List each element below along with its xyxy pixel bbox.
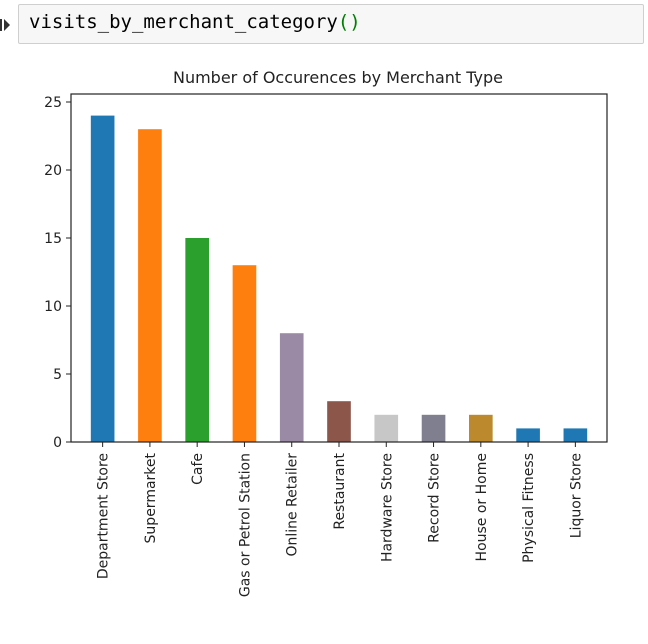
code-parentheses: () — [337, 11, 361, 33]
chart-title: Number of Occurences by Merchant Type — [173, 68, 503, 87]
x-axis: Department Store Supermarket Cafe Gas or Pe… — [96, 442, 584, 597]
x-tick-label: House or Home — [474, 453, 490, 561]
y-tick-label: 15 — [44, 231, 62, 247]
bar-physical-fitness — [516, 428, 540, 442]
bar-department-store — [90, 115, 115, 442]
y-axis: 0 5 10 15 20 25 — [44, 95, 71, 451]
y-tick-label: 0 — [53, 435, 62, 451]
x-tick-label: Record Store — [427, 453, 443, 543]
x-tick-label: Liquor Store — [568, 453, 584, 538]
bar-online-retailer — [279, 333, 304, 442]
y-tick-label: 5 — [53, 367, 62, 383]
bar-cafe — [185, 238, 209, 442]
code-text: visits_by_merchant_category() — [29, 11, 361, 33]
bar-hardware-store — [374, 414, 399, 442]
y-tick-label: 25 — [44, 95, 62, 111]
bar-record-store — [421, 414, 446, 442]
x-tick-label: Restaurant — [332, 453, 348, 530]
bar-liquor-store — [563, 428, 588, 442]
x-tick-label: Gas or Petrol Station — [237, 453, 253, 597]
x-tick-label: Online Retailer — [285, 453, 301, 557]
cell-run-indicator-icon — [0, 19, 10, 31]
bars — [90, 115, 588, 442]
code-cell[interactable]: visits_by_merchant_category() — [18, 4, 644, 44]
bar-house-or-home — [469, 414, 493, 442]
bar-restaurant — [327, 401, 351, 442]
x-tick-label: Cafe — [190, 453, 206, 485]
bar-gas-or-petrol-station — [232, 265, 257, 442]
code-function-name: visits_by_merchant_category — [29, 11, 338, 33]
y-tick-label: 20 — [44, 163, 62, 179]
bar-supermarket — [138, 129, 162, 442]
plot-frame — [70, 93, 608, 443]
x-tick-label: Supermarket — [143, 452, 159, 543]
x-tick-label: Hardware Store — [379, 453, 395, 562]
x-tick-label: Department Store — [96, 453, 112, 579]
y-tick-label: 10 — [44, 299, 62, 315]
x-tick-label: Physical Fitness — [521, 453, 537, 563]
